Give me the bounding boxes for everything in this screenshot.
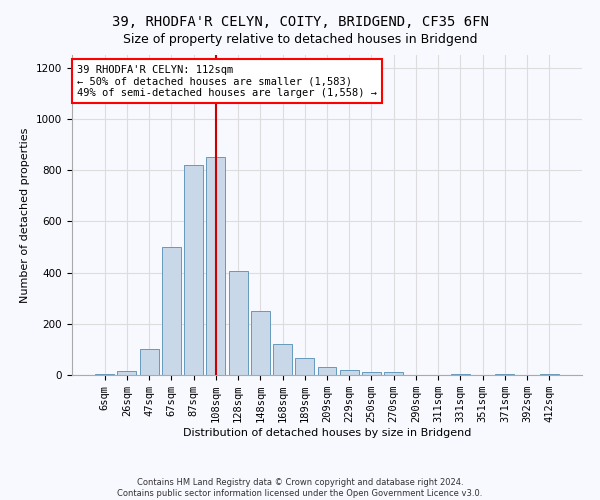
Bar [140, 350, 158, 375]
Bar [184, 165, 203, 375]
Text: Contains HM Land Registry data © Crown copyright and database right 2024.
Contai: Contains HM Land Registry data © Crown c… [118, 478, 482, 498]
Bar [317, 368, 337, 375]
Bar [384, 372, 403, 375]
Bar [295, 358, 314, 375]
Bar [118, 371, 136, 375]
Text: Size of property relative to detached houses in Bridgend: Size of property relative to detached ho… [123, 32, 477, 46]
Bar [451, 374, 470, 375]
Bar [362, 372, 381, 375]
Text: 39, RHODFA'R CELYN, COITY, BRIDGEND, CF35 6FN: 39, RHODFA'R CELYN, COITY, BRIDGEND, CF3… [112, 15, 488, 29]
Bar [229, 272, 248, 375]
Y-axis label: Number of detached properties: Number of detached properties [20, 128, 31, 302]
Bar [273, 344, 292, 375]
Bar [540, 374, 559, 375]
X-axis label: Distribution of detached houses by size in Bridgend: Distribution of detached houses by size … [183, 428, 471, 438]
Bar [496, 374, 514, 375]
Bar [340, 370, 359, 375]
Bar [162, 247, 181, 375]
Text: 39 RHODFA'R CELYN: 112sqm
← 50% of detached houses are smaller (1,583)
49% of se: 39 RHODFA'R CELYN: 112sqm ← 50% of detac… [77, 64, 377, 98]
Bar [95, 374, 114, 375]
Bar [206, 158, 225, 375]
Bar [251, 311, 270, 375]
